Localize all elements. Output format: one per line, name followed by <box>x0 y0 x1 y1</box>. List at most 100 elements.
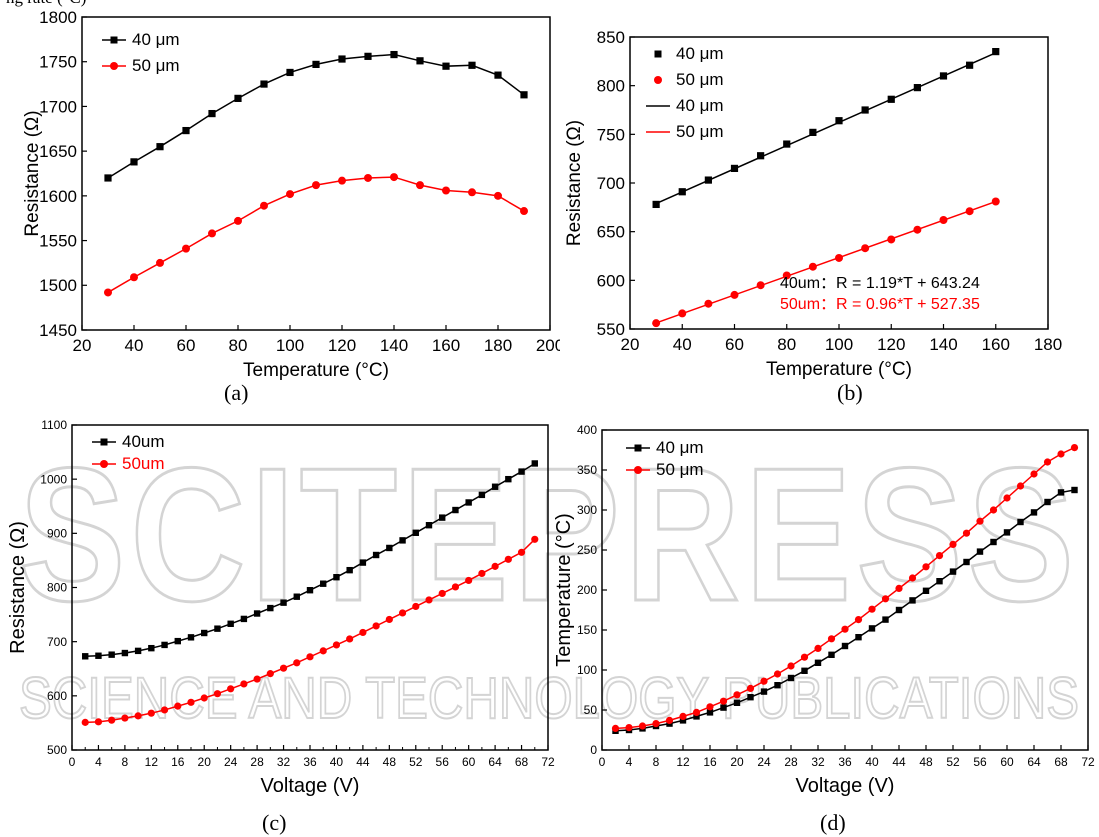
chart-d-series-1-point <box>827 635 836 643</box>
chart-c-series-0-point <box>386 544 393 552</box>
chart-c-x-tick-label: 28 <box>250 755 264 769</box>
chart-a-x-tick-label: 200 <box>536 336 560 355</box>
chart-c-series-0-point <box>491 483 499 490</box>
chart-a-series-1-point <box>338 176 346 185</box>
chart-c-series-1-point <box>200 694 208 702</box>
chart-d-series-0-point <box>990 538 997 546</box>
chart-a-plot-frame <box>81 16 551 331</box>
chart-d-x-tick-label: 0 <box>599 755 606 769</box>
chart-d-series-1-point <box>652 720 660 728</box>
chart-a-series-0-point <box>338 55 346 63</box>
chart-c-x-tick-label: 68 <box>515 755 529 769</box>
chart-b-series-2-line <box>655 52 997 205</box>
chart-c-x-tick-label: 32 <box>277 755 291 769</box>
chart-c-x-tick-label: 60 <box>462 755 476 769</box>
chart-c-series-1-point <box>385 615 393 624</box>
chart-d-x-tick-label: 16 <box>703 755 717 769</box>
chart-c-series-0-point <box>214 625 221 632</box>
chart-d: 0 4 8 12 16 20 24 28 32 36 40 44 48 52 56 60 64 68 7205010… <box>553 423 1095 797</box>
chart-c-series-0-point <box>425 522 433 529</box>
chart-a-series-0-point <box>468 61 476 69</box>
chart-d-x-tick-label: 20 <box>730 755 744 769</box>
chart-c-series-1-point <box>359 628 367 637</box>
chart-c-series-0-point <box>134 647 142 655</box>
chart-d-x-axis-label: Voltage (V) <box>796 775 895 797</box>
chart-a-series-0-point <box>494 71 502 79</box>
chart-c-series-1-point <box>81 718 89 726</box>
chart-b-y-tick-label: 800 <box>597 77 625 96</box>
chart-d-y-tick-label: 400 <box>577 423 597 437</box>
chart-b-annotation-0: 40um：R = 1.19*T + 643.24 <box>780 275 980 292</box>
chart-c-series-0-point <box>346 566 353 574</box>
chart-d-series-0-point <box>733 699 741 706</box>
chart-d-series-0-point <box>868 625 876 632</box>
chart-d-series-1-point <box>1030 470 1038 478</box>
chart-c-series-1-point <box>306 653 314 661</box>
chart-d-series-1-point <box>962 529 971 537</box>
chart-d-series-1-point <box>625 724 633 732</box>
chart-d-series-1-point <box>746 684 755 692</box>
chart-a-x-tick-label: 140 <box>380 336 408 355</box>
chart-d-series-1-point <box>895 584 903 592</box>
chart-b-x-tick-label: 20 <box>621 335 640 354</box>
chart-c-series-0-point <box>174 637 181 645</box>
chart-d-y-tick-label: 50 <box>584 703 598 717</box>
chart-d-series-1-point <box>814 644 822 652</box>
chart-c-x-tick-label: 40 <box>330 755 344 769</box>
chart-c-y-tick-label: 500 <box>47 743 67 757</box>
chart-b-series-0-point <box>757 152 765 160</box>
chart-d-series-0-point <box>1057 489 1065 496</box>
chart-c-series-1-point <box>465 576 473 585</box>
chart-c-x-tick-label: 16 <box>171 755 185 769</box>
chart-c-x-tick-label: 20 <box>198 755 212 769</box>
chart-a-series-0-point <box>156 143 164 151</box>
chart-c-series-0-point <box>505 475 512 483</box>
chart-c-series-0-point <box>293 593 300 600</box>
chart-a-series-1-point <box>130 273 138 282</box>
chart-c-x-tick-label: 48 <box>383 755 397 769</box>
chart-d-series-0-point <box>855 634 862 641</box>
chart-a-y-tick-label: 1700 <box>39 97 77 116</box>
chart-d-series-0-point <box>949 568 957 575</box>
chart-c-series-1-point <box>121 714 129 722</box>
chart-c-series-1-point <box>94 718 103 726</box>
chart-a-y-tick-label: 1800 <box>39 8 77 27</box>
chart-d-legend-marker-0 <box>634 444 642 452</box>
chart-c-y-axis-label: Resistance (Ω) <box>7 521 29 654</box>
chart-a-series-0-point <box>182 126 190 135</box>
chart-d-series-0-point <box>895 606 903 614</box>
chart-c-series-0-point <box>240 615 248 623</box>
chart-a-y-tick-label: 1650 <box>39 142 77 161</box>
chart-c-series-0-point <box>161 641 168 649</box>
chart-c-series-0-point <box>253 610 261 617</box>
chart-d-series-1-point <box>881 595 890 603</box>
chart-d-y-axis-label: Temperature (°C) <box>553 513 575 667</box>
chart-c-legend-marker-1 <box>100 460 108 468</box>
chart-d-x-tick-label: 56 <box>973 755 987 769</box>
chart-a-series-0-point <box>130 158 138 166</box>
chart-d-series-0-point <box>1003 529 1011 536</box>
chart-a-series-1-line <box>107 176 525 294</box>
chart-c-series-0-point <box>267 604 274 612</box>
chart-a-series-0-point <box>234 94 242 102</box>
chart-b-series-0-point <box>992 48 1000 56</box>
chart-d-series-1-point <box>679 712 687 720</box>
chart-c-series-0-point <box>518 468 525 475</box>
chart-b-series-3-line <box>655 200 997 324</box>
chart-d-x-tick-label: 40 <box>865 755 879 769</box>
chart-c-series-1-point <box>227 685 235 693</box>
chart-d-series-1-point <box>949 540 957 548</box>
chart-b-series-0-point <box>652 200 660 209</box>
chart-c-x-tick-label: 0 <box>69 755 76 769</box>
chart-d-y-tick-label: 100 <box>577 663 597 677</box>
chart-d-series-1-point <box>800 653 809 661</box>
chart-a-series-0-point <box>364 52 372 60</box>
chart-c-legend-marker-0 <box>100 438 108 446</box>
chart-d-series-1-point <box>760 677 768 685</box>
chart-d-series-0-point <box>922 587 930 594</box>
chart-b-x-tick-label: 120 <box>877 335 905 354</box>
chart-d-series-1-point <box>922 563 930 571</box>
chart-d-x-tick-label: 72 <box>1081 755 1095 769</box>
chart-d-x-tick-label: 28 <box>784 755 798 769</box>
chart-a-series-1-point <box>104 288 112 297</box>
